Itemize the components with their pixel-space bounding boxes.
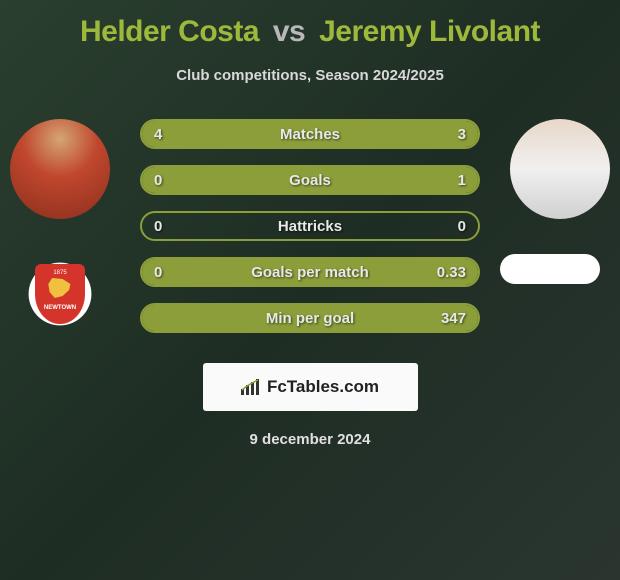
subtitle: Club competitions, Season 2024/2025 xyxy=(176,67,444,84)
chart-icon xyxy=(241,379,261,395)
stat-label: Goals xyxy=(289,172,331,189)
footer-date: 9 december 2024 xyxy=(250,431,371,448)
team2-badge xyxy=(500,254,600,284)
player1-name: Helder Costa xyxy=(80,15,259,48)
team1-badge: 1875 NEWTOWN xyxy=(20,254,100,334)
footer-logo-text: FcTables.com xyxy=(267,377,379,397)
badge-shield-icon: 1875 NEWTOWN xyxy=(35,264,85,324)
avatar-image xyxy=(510,119,610,219)
stat-value-left: 0 xyxy=(154,218,162,235)
stat-bar: 4 Matches 3 xyxy=(140,119,480,149)
stat-value-right: 347 xyxy=(441,310,466,327)
stat-bar: 0 Hattricks 0 xyxy=(140,211,480,241)
stat-value-left: 4 xyxy=(154,126,162,143)
main-panel: 1875 NEWTOWN 4Matches30Goals10Hattricks0… xyxy=(0,119,620,333)
griffin-icon xyxy=(47,278,73,298)
stat-value-right: 0 xyxy=(458,218,466,235)
footer-logo[interactable]: FcTables.com xyxy=(203,363,418,411)
player1-avatar xyxy=(10,119,110,219)
stat-label: Min per goal xyxy=(266,310,354,327)
stat-label: Hattricks xyxy=(278,218,342,235)
page-title: Helder Costa vs Jeremy Livolant xyxy=(80,15,540,49)
stat-bar: 0 Goals per match 0.33 xyxy=(140,257,480,287)
avatar-image xyxy=(10,119,110,219)
stat-value-left: 0 xyxy=(154,264,162,281)
stat-bar: Min per goal 347 xyxy=(140,303,480,333)
badge-year: 1875 xyxy=(53,270,66,276)
player2-avatar xyxy=(510,119,610,219)
stat-value-right: 3 xyxy=(458,126,466,143)
vs-label: vs xyxy=(273,15,305,48)
stat-value-right: 0.33 xyxy=(437,264,466,281)
comparison-widget: Helder Costa vs Jeremy Livolant Club com… xyxy=(0,0,620,458)
stat-bar: 0 Goals 1 xyxy=(140,165,480,195)
player2-name: Jeremy Livolant xyxy=(319,15,540,48)
stat-label: Matches xyxy=(280,126,340,143)
badge-name: NEWTOWN xyxy=(44,305,76,311)
stat-value-left: 0 xyxy=(154,172,162,189)
stat-label: Goals per match xyxy=(251,264,369,281)
stat-fill-right xyxy=(334,121,478,147)
stat-value-right: 1 xyxy=(458,172,466,189)
